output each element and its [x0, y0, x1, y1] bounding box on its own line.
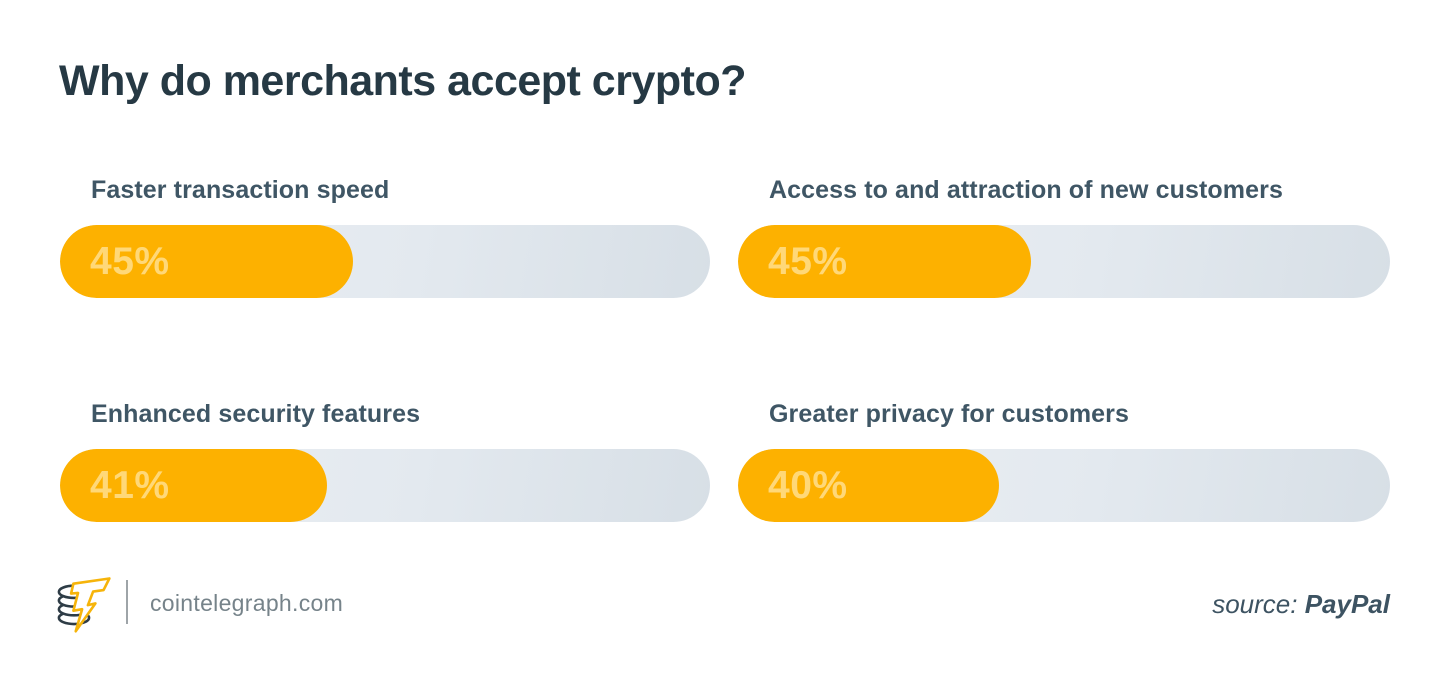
source-label: source: — [1212, 589, 1305, 619]
source-value: PayPal — [1304, 589, 1390, 619]
chart-title: Why do merchants accept crypto? — [59, 57, 747, 105]
footer-site-text: cointelegraph.com — [150, 590, 344, 616]
footer-divider — [126, 580, 128, 624]
bar-fill: 41% — [60, 449, 327, 522]
bar-track: 45% — [738, 225, 1390, 298]
footer-source-text: source: PayPal — [1212, 589, 1390, 620]
bar-fill: 45% — [738, 225, 1032, 298]
bar-track: 41% — [60, 449, 710, 522]
bar-label: Faster transaction speed — [91, 176, 390, 204]
bar-value-label: 45% — [90, 239, 170, 283]
bar-group-greater-privacy: Greater privacy for customers 40% — [738, 398, 1390, 522]
bar-group-access-new-customers: Access to and attraction of new customer… — [738, 174, 1390, 298]
bar-value-label: 41% — [90, 463, 170, 507]
bar-label: Greater privacy for customers — [769, 400, 1130, 428]
bar-value-label: 40% — [768, 463, 848, 507]
bar-fill: 45% — [60, 225, 353, 298]
bar-track: 45% — [60, 225, 710, 298]
bar-track: 40% — [738, 449, 1390, 522]
bar-label: Enhanced security features — [91, 400, 421, 428]
bar-fill: 40% — [738, 449, 999, 522]
bar-group-enhanced-security: Enhanced security features 41% — [60, 398, 710, 522]
bar-group-faster-transaction-speed: Faster transaction speed 45% — [60, 174, 710, 298]
cointelegraph-logo-icon — [57, 577, 111, 633]
bar-label: Access to and attraction of new customer… — [769, 176, 1283, 204]
bar-value-label: 45% — [768, 239, 848, 283]
